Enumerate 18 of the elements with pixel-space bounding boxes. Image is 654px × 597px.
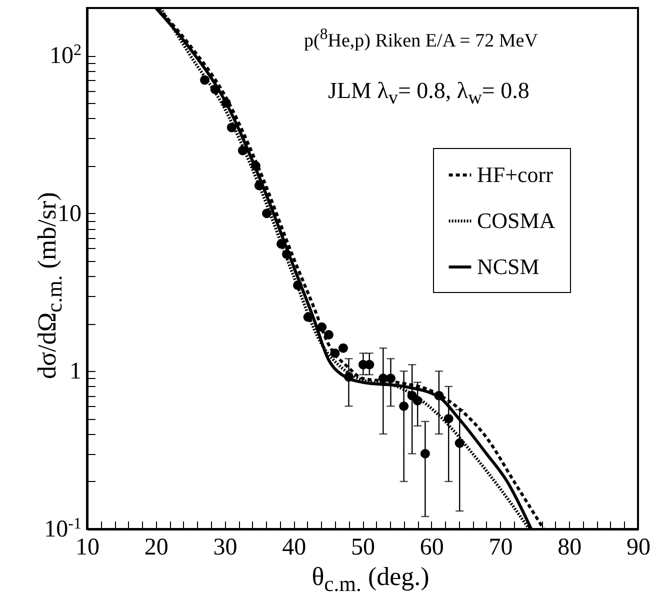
y-tick-label: 1 [70, 358, 82, 385]
x-axis-title: θ$_{c.m.}$ (deg.) [310, 562, 430, 597]
legend-label: NCSM [477, 254, 540, 279]
y-tick-label: 10 [58, 200, 82, 227]
x-tick-label: 60 [420, 534, 444, 560]
x-tick-label: 30 [213, 534, 238, 560]
x-tick-label: 70 [488, 534, 513, 560]
legend-label: COSMA [477, 208, 556, 233]
annotation: p($^{8}$He,p) Riken E/A = 72 MeV [304, 26, 538, 52]
annotation: JLM λ$_{v}$= 0.8, λ$_{w}$= 0.8 [328, 78, 530, 110]
x-tick-label: 20 [144, 534, 168, 560]
x-tick-label: 80 [558, 534, 582, 560]
x-tick-label: 40 [282, 534, 306, 560]
legend-label: HF+corr [477, 162, 554, 187]
x-tick-label: 90 [626, 534, 650, 560]
x-tick-label: 50 [351, 534, 375, 560]
x-tick-label: 10 [76, 534, 100, 560]
y-tick-label: 10$^{2}$ [50, 42, 82, 70]
